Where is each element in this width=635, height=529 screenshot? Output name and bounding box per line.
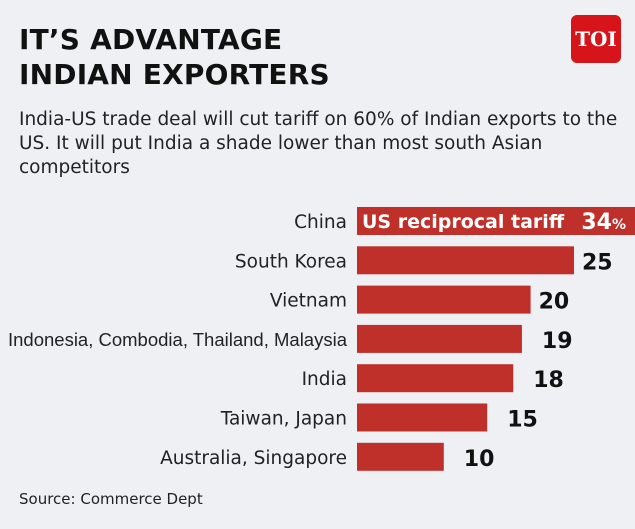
toi-logo: TOI (571, 15, 621, 63)
category-label: Vietnam (270, 291, 347, 312)
value-label: 34% (581, 210, 626, 235)
title-line-2: INDIAN EXPORTERS (19, 58, 330, 91)
value-label: 25 (582, 250, 613, 275)
bar (357, 403, 488, 432)
bar (357, 207, 635, 235)
bar (357, 324, 522, 353)
value-label: 15 (507, 408, 538, 433)
category-label: India (302, 369, 347, 390)
bar (357, 246, 574, 275)
value-label: 10 (464, 447, 495, 472)
bar (357, 285, 531, 314)
category-label: Taiwan, Japan (220, 409, 347, 430)
bar (357, 442, 444, 471)
category-label: South Korea (235, 251, 347, 272)
subtitle: India-US trade deal will cut tariff on 6… (19, 109, 618, 178)
source-note: Source: Commerce Dept (19, 490, 203, 508)
title-line-1: IT’S ADVANTAGE (19, 23, 283, 56)
value-label: 20 (539, 290, 570, 315)
value-label: 18 (533, 368, 564, 393)
value-label: 19 (542, 329, 573, 354)
bar-label: US reciprocal tariff (362, 211, 565, 233)
category-label: Australia, Singapore (160, 448, 347, 469)
bar (357, 364, 514, 393)
page-title: IT’S ADVANTAGE INDIAN EXPORTERS (19, 22, 330, 92)
category-label: Indonesia, Combodia, Thailand, Malaysia (8, 330, 348, 350)
category-label: China (294, 212, 347, 233)
